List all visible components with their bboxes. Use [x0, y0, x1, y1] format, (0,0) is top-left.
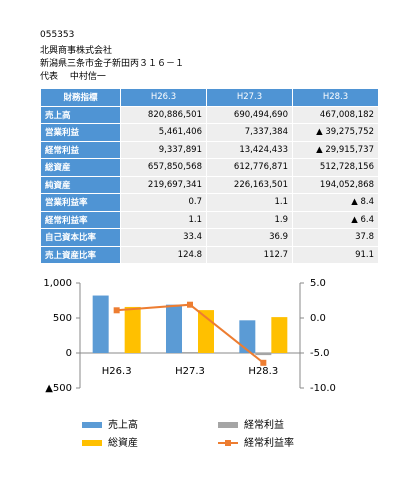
address: 新潟県三条市金子新田丙３１６－１ [40, 59, 185, 69]
financial-table: 財務指標 H26.3 H27.3 H28.3 売上高 820,886,501 690,494… [40, 88, 379, 264]
legend-swatch [218, 422, 238, 428]
cell: 226,163,501 [206, 175, 293, 194]
cell: 91.1 [292, 245, 379, 264]
legend-label: 総資産 [108, 436, 138, 449]
cell: H27.3 [206, 88, 293, 107]
cell: 1.1 [206, 193, 293, 212]
table-row: 売上資産比率 124.8 112.7 91.1 [40, 245, 379, 264]
cell: 1.9 [206, 210, 293, 229]
cell: ▲ 8.4 [292, 193, 379, 212]
bar [182, 352, 198, 353]
legend-label: 売上高 [108, 418, 138, 431]
row-label: 総資産 [40, 158, 121, 177]
company: 北興商事株式会社 [40, 46, 113, 56]
representative: 代表 中村信一 [40, 72, 106, 82]
row-label: 自己資本比率 [40, 228, 121, 247]
table-row: 純資産 219,697,341 226,163,501 194,052,868 [40, 175, 379, 194]
legend-label: 経常利益率 [244, 436, 294, 449]
cell: H26.3 [120, 88, 207, 107]
line-marker [260, 359, 267, 366]
cell: 194,052,868 [292, 175, 379, 194]
table-row: 経常利益率 1.1 1.9 ▲ 6.4 [40, 210, 379, 229]
y2-tick-label: -10.0 [310, 383, 336, 394]
bar [108, 352, 125, 353]
y2-tick-label: 5.0 [310, 278, 326, 289]
cell: 219,697,341 [120, 175, 207, 194]
row-label: 経常利益 [40, 140, 121, 159]
y-tick-label: 1,000 [43, 278, 72, 289]
bar [271, 317, 288, 353]
cell: 112.7 [206, 245, 293, 264]
row-label: 純資産 [40, 175, 121, 194]
row-label: 経常利益率 [40, 210, 121, 229]
table-row: 自己資本比率 33.4 36.9 37.8 [40, 228, 379, 247]
x-tick-label: H26.3 [102, 366, 132, 377]
cell: 5,461,406 [120, 123, 207, 142]
cell: 512,728,156 [292, 158, 379, 177]
cell: 33.4 [120, 228, 207, 247]
line-marker [113, 307, 120, 314]
row-label: 営業利益 [40, 123, 121, 142]
row-label: 売上資産比率 [40, 245, 121, 264]
cell: 1.1 [120, 210, 207, 229]
table-row: 財務指標 H26.3 H27.3 H28.3 [40, 88, 379, 107]
row-label: 営業利益率 [40, 193, 121, 212]
bar [124, 306, 141, 353]
cell: 36.9 [206, 228, 293, 247]
bar [92, 295, 109, 353]
table-row: 総資産 657,850,568 612,776,871 512,728,156 [40, 158, 379, 177]
cell: 0.7 [120, 193, 207, 212]
x-tick-label: H28.3 [248, 366, 278, 377]
cell: 820,886,501 [120, 105, 207, 124]
legend-label: 経常利益 [244, 418, 284, 431]
cell: 612,776,871 [206, 158, 293, 177]
cell: ▲ 6.4 [292, 210, 379, 229]
cell: 467,008,182 [292, 105, 379, 124]
y-tick-label: 0 [66, 348, 72, 359]
y-tick-label: 500 [53, 313, 72, 324]
bar [255, 353, 272, 356]
y2-tick-label: -5.0 [310, 348, 330, 359]
legend-swatch-marker [225, 440, 231, 446]
cell: 9,337,891 [120, 140, 207, 159]
cell: 690,494,690 [206, 105, 293, 124]
cell: 657,850,568 [120, 158, 207, 177]
cell: 37.8 [292, 228, 379, 247]
cell: H28.3 [292, 88, 379, 107]
line-marker [187, 301, 193, 308]
cell: 124.8 [120, 245, 207, 264]
row-label: 売上高 [40, 105, 121, 124]
x-tick-label: H27.3 [175, 366, 205, 377]
table-row: 経常利益 9,337,891 13,424,433 ▲ 29,915,737 [40, 140, 379, 159]
cell: 13,424,433 [206, 140, 293, 159]
cell: 7,337,384 [206, 123, 293, 142]
cell: ▲ 29,915,737 [292, 140, 379, 159]
table-row: 営業利益率 0.7 1.1 ▲ 8.4 [40, 193, 379, 212]
chart: ▲500 0 500 1,000 -10.0 -5.0 0.0 5.0 H26.3 H27.3 H2… [43, 278, 336, 449]
cell: ▲ 39,275,752 [292, 123, 379, 142]
legend-swatch [82, 440, 102, 446]
table-row: 営業利益 5,461,406 7,337,384 ▲ 39,275,752 [40, 123, 379, 142]
table-row: 売上高 820,886,501 690,494,690 467,008,182 [40, 105, 379, 124]
row-label: 財務指標 [40, 88, 121, 107]
legend-swatch [82, 422, 102, 428]
y2-tick-label: 0.0 [310, 313, 326, 324]
code: 055353 [40, 30, 75, 40]
bar [239, 320, 256, 353]
bar [166, 304, 182, 353]
y-tick-label: ▲500 [45, 383, 72, 394]
